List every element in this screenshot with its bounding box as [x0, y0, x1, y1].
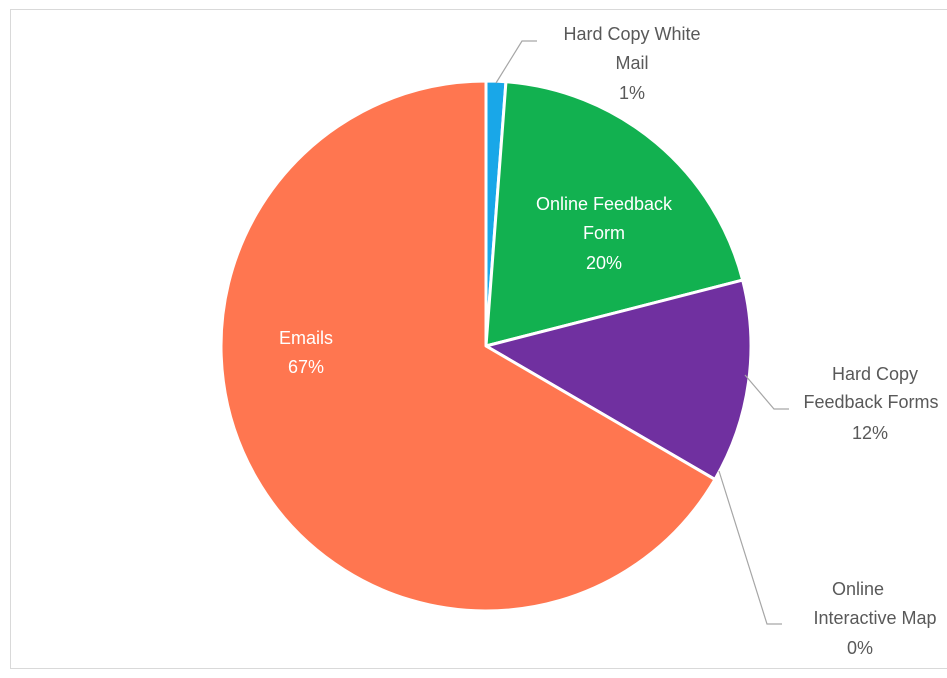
- leader-line-0: [495, 40, 537, 84]
- pie-slices: [219, 79, 753, 613]
- pie-slice-1: [484, 80, 745, 348]
- pie-slice-4: [219, 79, 717, 613]
- slice-label-3-line-0: Online: [832, 579, 884, 599]
- slice-percent-0: 1%: [619, 83, 645, 103]
- leader-line-2: [744, 374, 789, 410]
- slice-percent-4: 67%: [288, 357, 324, 377]
- leader-lines: [495, 40, 789, 625]
- slice-label-0-line-0: Hard Copy White: [563, 24, 700, 44]
- slice-percent-1: 20%: [586, 253, 622, 273]
- slice-label-1-line-1: Form: [583, 223, 625, 243]
- slice-labels: Hard Copy White Mail 1% Online Feedback Form…: [279, 24, 939, 658]
- slice-label-4-line-0: Emails: [279, 328, 333, 348]
- leader-line-3: [718, 470, 782, 625]
- slice-label-2-line-0: Hard Copy: [832, 364, 918, 384]
- slice-label-2-line-1: Feedback Forms: [803, 392, 938, 412]
- slice-label-1-line-0: Online Feedback: [536, 194, 673, 214]
- slice-label-3-line-1: Interactive Map: [813, 608, 936, 628]
- slice-label-0-line-1: Mail: [615, 53, 648, 73]
- pie-slice-2: [484, 278, 753, 481]
- slice-percent-3: 0%: [847, 638, 873, 658]
- slice-percent-2: 12%: [852, 423, 888, 443]
